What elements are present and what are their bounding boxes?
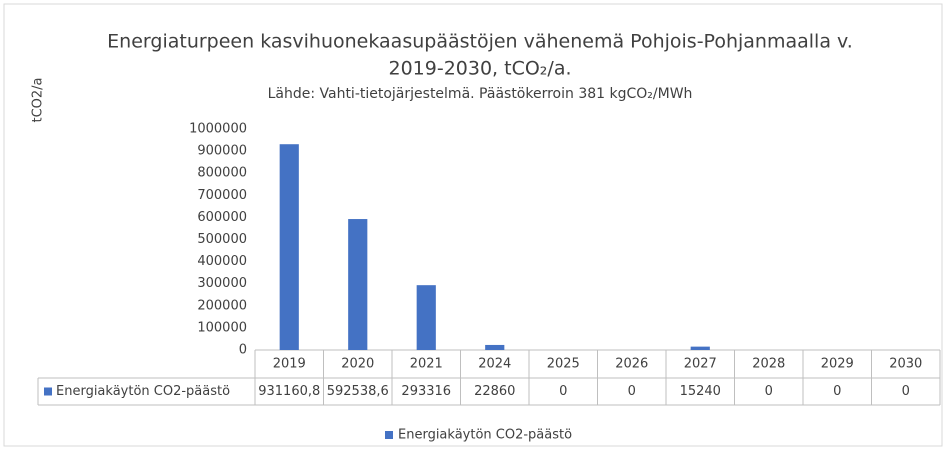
x-tick-label: 2024 <box>478 357 511 372</box>
table-value: 22860 <box>474 384 515 399</box>
y-tick-label: 700000 <box>197 188 247 203</box>
bar <box>416 285 436 350</box>
x-tick-label: 2026 <box>615 357 648 372</box>
x-tick-label: 2020 <box>341 357 374 372</box>
table-value: 0 <box>628 384 636 399</box>
table-value: 0 <box>902 384 910 399</box>
x-tick-label: 2021 <box>410 357 443 372</box>
bar <box>348 219 368 350</box>
table-value: 592538,6 <box>327 384 389 399</box>
y-tick-label: 100000 <box>197 320 247 335</box>
chart-subtitle: Lähde: Vahti-tietojärjestelmä. Päästöker… <box>268 86 693 102</box>
x-tick-label: 2019 <box>273 357 306 372</box>
y-axis-label: tCO2/a <box>31 77 46 122</box>
x-tick-label: 2025 <box>547 357 580 372</box>
x-tick-label: 2029 <box>821 357 854 372</box>
chart-border <box>3 3 943 447</box>
legend-label: Energiakäytön CO2-päästö <box>398 428 572 443</box>
bar <box>279 144 299 350</box>
table-value: 0 <box>559 384 567 399</box>
bar <box>485 344 505 350</box>
y-tick-label: 1000000 <box>189 122 247 137</box>
table-row-label: Energiakäytön CO2-päästö <box>56 384 230 399</box>
table-value: 931160,8 <box>258 384 320 399</box>
x-tick-label: 2030 <box>889 357 922 372</box>
y-tick-label: 800000 <box>197 166 247 181</box>
table-value: 15240 <box>680 384 721 399</box>
chart-title: 2019-2030, tCO₂/a. <box>388 58 571 80</box>
y-tick-label: 900000 <box>197 144 247 159</box>
x-tick-label: 2028 <box>752 357 785 372</box>
y-tick-label: 200000 <box>197 298 247 313</box>
y-tick-label: 400000 <box>197 254 247 269</box>
table-value: 0 <box>765 384 773 399</box>
legend-swatch <box>385 431 393 439</box>
y-tick-label: 300000 <box>197 276 247 291</box>
bar <box>690 346 710 350</box>
y-tick-label: 600000 <box>197 210 247 225</box>
x-tick-label: 2027 <box>684 357 717 372</box>
table-value: 0 <box>833 384 841 399</box>
table-value: 293316 <box>401 384 451 399</box>
y-tick-label: 0 <box>239 343 247 358</box>
y-tick-label: 500000 <box>197 232 247 247</box>
chart-title: Energiaturpeen kasvihuonekaasupäästöjen … <box>107 31 853 53</box>
legend-swatch <box>44 387 52 396</box>
